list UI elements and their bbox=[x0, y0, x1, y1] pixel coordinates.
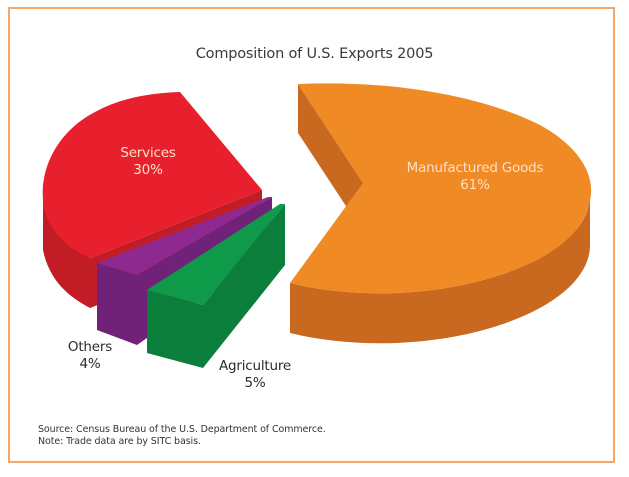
slice-agriculture-top bbox=[147, 204, 285, 305]
label-others-name: Others bbox=[67, 339, 113, 355]
slice-manufactured-goods-side-outer bbox=[290, 195, 590, 344]
slice-others-side-front bbox=[97, 263, 137, 345]
slice-services-top bbox=[42, 92, 262, 258]
label-services-name: Services bbox=[120, 145, 176, 161]
label-manufactured-goods-value: 61% bbox=[460, 177, 490, 193]
label-others: Others 4% bbox=[58, 339, 122, 373]
slice-manufactured-goods bbox=[290, 83, 592, 344]
label-agriculture-name: Agriculture bbox=[218, 358, 292, 374]
label-services: Services 30% bbox=[98, 145, 198, 179]
label-others-value: 4% bbox=[79, 356, 101, 372]
slice-agriculture bbox=[147, 204, 285, 368]
slice-manufactured-goods-side bbox=[298, 84, 363, 232]
footnote-note: Note: Trade data are by SITC basis. bbox=[38, 436, 201, 447]
label-services-value: 30% bbox=[133, 162, 163, 178]
slice-manufactured-goods-top bbox=[290, 83, 592, 294]
label-agriculture-value: 5% bbox=[244, 375, 266, 391]
footnotes: Source: Census Bureau of the U.S. Depart… bbox=[38, 424, 326, 448]
label-manufactured-goods: Manufactured Goods 61% bbox=[385, 160, 565, 194]
slice-agriculture-side-front bbox=[147, 290, 203, 368]
label-manufactured-goods-name: Manufactured Goods bbox=[406, 160, 544, 176]
label-agriculture: Agriculture 5% bbox=[205, 358, 305, 392]
chart-title: Composition of U.S. Exports 2005 bbox=[195, 46, 434, 62]
slice-agriculture-side-right bbox=[203, 204, 285, 368]
slice-others-top bbox=[97, 197, 272, 275]
footnote-source: Source: Census Bureau of the U.S. Depart… bbox=[38, 424, 326, 435]
